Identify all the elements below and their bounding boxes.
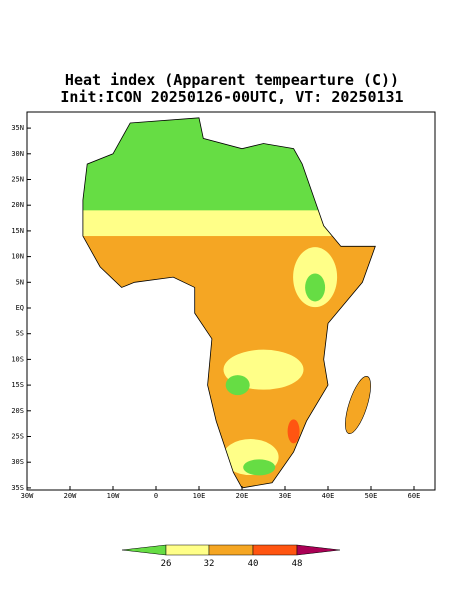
lon-label: 20E: [236, 492, 249, 500]
lon-label: 10W: [107, 492, 120, 500]
lat-label: 20S: [11, 407, 24, 415]
colorbar-segment: [165, 544, 210, 556]
lon-label: 20W: [64, 492, 77, 500]
lon-label: 10E: [193, 492, 206, 500]
lon-label: 60E: [408, 492, 421, 500]
colorbar: 26 32 40 48: [121, 544, 341, 569]
lat-label: 5S: [16, 330, 24, 338]
coastline: [82, 117, 376, 489]
lat-label: 30N: [11, 150, 24, 158]
lon-label: 0: [154, 492, 158, 500]
lat-label: 10S: [11, 355, 24, 363]
colorbar-segment: [296, 544, 341, 556]
lat-label: EQ: [16, 304, 24, 312]
zone: [225, 375, 250, 396]
lat-label: 30S: [11, 458, 24, 466]
lat-label: 5N: [16, 278, 24, 286]
lon-label: 30E: [279, 492, 292, 500]
colorbar-segment: [121, 544, 167, 556]
madagascar: [345, 376, 371, 434]
lat-label: 10N: [11, 253, 24, 261]
title: Heat index (Apparent tempearture (C)): [65, 71, 399, 89]
lat-label: 35N: [11, 124, 24, 132]
subtitle: Init:ICON 20250126-00UTC, VT: 20250131: [60, 88, 403, 106]
lat-label: 15S: [11, 381, 24, 389]
colorbar-label: 26: [161, 559, 172, 569]
lat-label: 35S: [11, 484, 24, 492]
zone: [243, 459, 276, 476]
zone: [305, 273, 326, 302]
colorbar-label: 40: [248, 559, 259, 569]
colorbar-label: 48: [292, 559, 303, 569]
colorbar-segment: [208, 544, 254, 556]
lat-label: 15N: [11, 227, 24, 235]
lat-label: 20N: [11, 201, 24, 209]
lon-label: 50E: [365, 492, 378, 500]
zone: [287, 419, 300, 444]
colorbar-segment: [252, 544, 298, 556]
lon-label: 40E: [322, 492, 335, 500]
lat-label: 25S: [11, 433, 24, 441]
lat-label: 25N: [11, 176, 24, 184]
colorbar-label: 32: [204, 559, 215, 569]
lon-label: 30W: [21, 492, 34, 500]
